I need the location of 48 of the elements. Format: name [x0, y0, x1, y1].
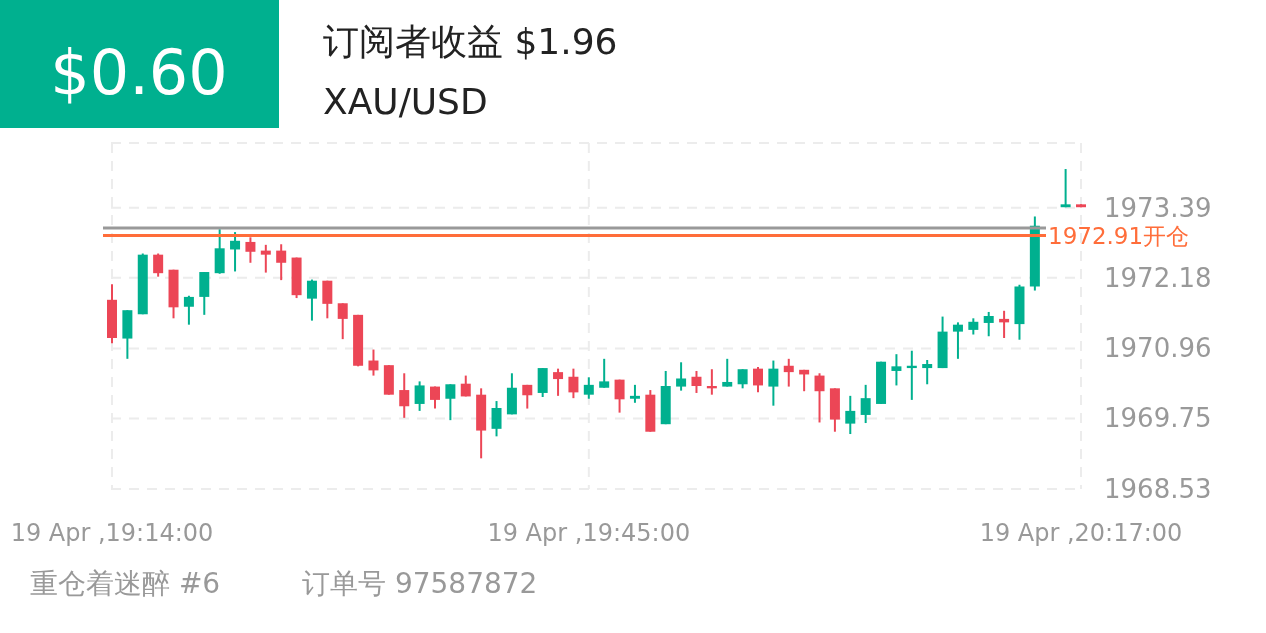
chart-subtitle: XAU/USD: [323, 81, 488, 122]
candlestick: [676, 361, 687, 392]
candlestick: [691, 369, 702, 394]
candlestick: [337, 302, 348, 341]
candlestick: [922, 358, 933, 386]
candlestick: [599, 357, 610, 389]
candlestick: [553, 367, 564, 397]
y-tick-label: 1972.18: [1104, 262, 1212, 293]
candlestick: [306, 278, 317, 322]
candlestick: [860, 383, 871, 425]
y-tick-label: 1973.39: [1104, 192, 1212, 223]
candlestick: [783, 357, 794, 388]
candlestick: [230, 231, 241, 273]
candlestick: [260, 243, 271, 274]
text: 重仓着迷醉 #6: [30, 567, 221, 600]
candlestick: [737, 368, 748, 390]
x-tick-label: 19 Apr ,19:14:00: [10, 519, 214, 547]
candlestick: [891, 353, 902, 387]
candlestick: [491, 400, 502, 438]
candlestick: [322, 279, 333, 320]
candlestick: [983, 310, 994, 338]
candlestick: [445, 383, 456, 422]
candlestick: [768, 359, 779, 407]
candlestick: [722, 357, 733, 388]
y-tick-label: 1970.96: [1104, 333, 1212, 364]
y-tick-label: 1969.75: [1104, 403, 1212, 434]
candlestick: [952, 321, 963, 360]
candlestick: [814, 372, 825, 424]
candlestick: [1060, 168, 1071, 209]
candlestick: [568, 367, 579, 400]
candlestick: [845, 394, 856, 436]
text: 订单号 97587872: [302, 567, 538, 600]
candlestick: [614, 378, 625, 414]
candlestick: [368, 348, 379, 377]
x-tick-label: 19 Apr ,19:45:00: [487, 519, 691, 547]
text: $0.60: [50, 36, 228, 109]
candlestick: [399, 372, 410, 419]
y-tick-label: 1968.53: [1104, 474, 1212, 504]
candlestick: [183, 294, 194, 326]
ref-line-label: 1972.91开仓: [1048, 222, 1190, 249]
candlestick: [245, 236, 256, 264]
candlestick: [753, 365, 763, 394]
candlestick: [583, 376, 594, 400]
chart-title: 订阅者收益 $1.96: [323, 21, 618, 62]
candlestick: [276, 243, 287, 282]
x-tick-label: 19 Apr ,20:17:00: [979, 519, 1183, 547]
candlestick: [153, 252, 164, 278]
candlestick: [414, 380, 425, 412]
